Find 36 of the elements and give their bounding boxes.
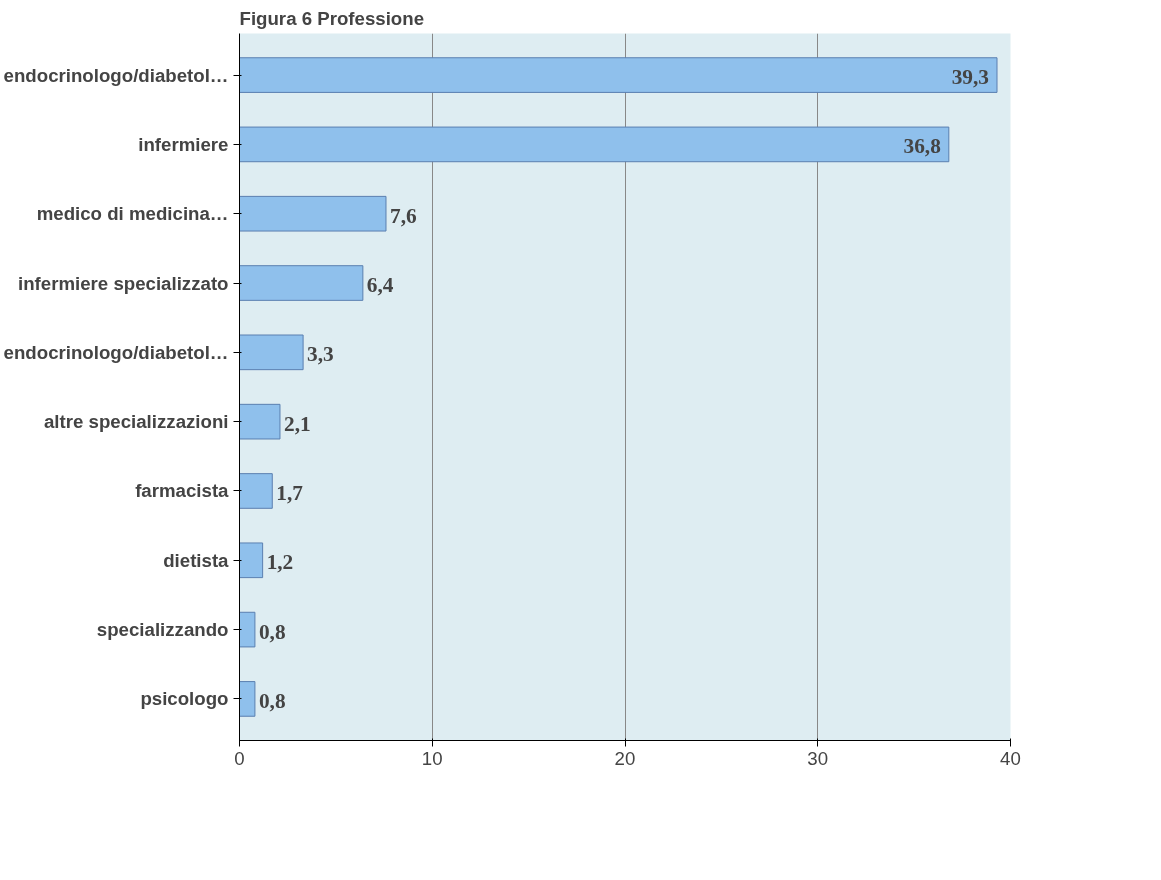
data-label: 39,3: [951, 65, 990, 90]
bar: [239, 611, 256, 648]
data-label: 2,1: [283, 411, 311, 436]
y-tick-label: altre specializzazioni: [43, 411, 229, 433]
bar: [239, 542, 264, 579]
x-tick-label: 40: [1000, 747, 1021, 769]
y-tick-label: infermiere: [138, 133, 229, 155]
data-label: 3,3: [307, 342, 334, 367]
data-label: 36,8: [903, 134, 941, 159]
y-tick-label: dietista: [163, 549, 230, 571]
bar: [239, 681, 256, 717]
y-tick-label: endocrinologo/diabetol…: [3, 64, 229, 86]
x-tick-label: 20: [614, 747, 636, 769]
data-label: 1,2: [266, 550, 294, 575]
y-tick-label: farmacista: [135, 480, 230, 502]
x-tick-label: 0: [234, 747, 245, 769]
data-label: 6,4: [366, 273, 394, 298]
y-tick-label: specializzando: [96, 619, 229, 641]
bar: [239, 473, 273, 509]
bar: [239, 57, 998, 93]
y-tick-label: psicologo: [140, 688, 229, 710]
bar: [239, 403, 281, 440]
bar: [239, 195, 387, 232]
chart-title: Figura 6 Professione: [239, 7, 425, 29]
bar: [239, 126, 950, 163]
x-tick-label: 30: [807, 747, 829, 769]
data-label: 0,8: [258, 619, 286, 644]
y-tick-label: medico di medicina…: [36, 203, 229, 225]
bar: [239, 265, 364, 301]
data-label: 1,7: [276, 480, 304, 505]
y-tick-label: infermiere specializzato: [18, 272, 229, 294]
data-label: 7,6: [389, 203, 417, 228]
data-label: 0,8: [258, 688, 286, 713]
x-tick-label: 10: [421, 747, 443, 769]
y-tick-label: endocrinologo/diabetol…: [3, 341, 229, 363]
bar: [239, 334, 304, 371]
